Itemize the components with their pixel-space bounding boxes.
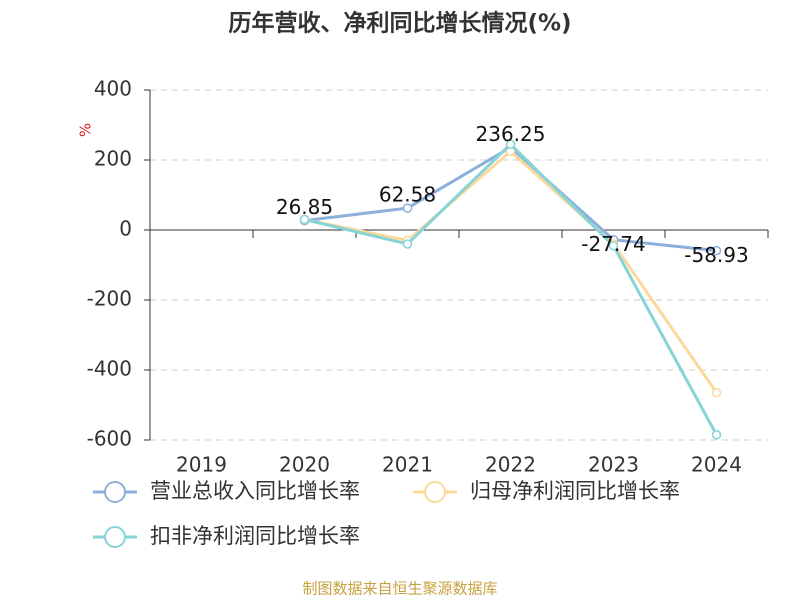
y-axis-label: % — [77, 123, 95, 137]
data-label: 236.25 — [476, 122, 546, 146]
y-tick-label: -400 — [87, 357, 132, 381]
y-tick-label: 200 — [94, 147, 132, 171]
x-tick-label: 2022 — [485, 453, 536, 477]
x-tick-label: 2020 — [279, 453, 330, 477]
data-label: -58.93 — [684, 243, 748, 267]
data-point — [402, 203, 413, 213]
legend-label: 营业总收入同比增长率 — [150, 479, 360, 503]
x-tick-label: 2023 — [588, 453, 639, 477]
data-point — [299, 214, 310, 225]
data-point — [711, 245, 722, 256]
x-tick-label: 2019 — [176, 453, 227, 477]
data-point — [608, 241, 619, 251]
y-tick-label: -200 — [87, 287, 132, 311]
y-tick-label: -600 — [87, 427, 132, 451]
data-point — [402, 239, 413, 249]
y-tick-label: 400 — [94, 77, 132, 101]
chart-title: 历年营收、净利同比增长情况(%) — [228, 10, 571, 37]
data-point — [711, 430, 722, 440]
data-label: 26.85 — [276, 195, 333, 219]
x-tick-label: 2021 — [382, 453, 433, 477]
legend-label: 扣非净利润同比增长率 — [150, 524, 360, 548]
data-label: -27.74 — [581, 232, 645, 256]
legend-label: 归母净利润同比增长率 — [470, 479, 680, 503]
legend-marker — [104, 526, 126, 548]
legend-marker — [424, 481, 446, 503]
series-line — [304, 142, 718, 436]
x-tick-label: 2024 — [691, 453, 742, 477]
series-line — [304, 149, 718, 394]
legend-marker — [104, 481, 126, 503]
data-label: 62.58 — [379, 183, 436, 207]
footer: 制图数据来自恒生聚源数据库 — [302, 580, 497, 598]
y-tick-label: 0 — [119, 217, 132, 241]
data-point — [711, 388, 722, 398]
data-point — [505, 139, 516, 149]
